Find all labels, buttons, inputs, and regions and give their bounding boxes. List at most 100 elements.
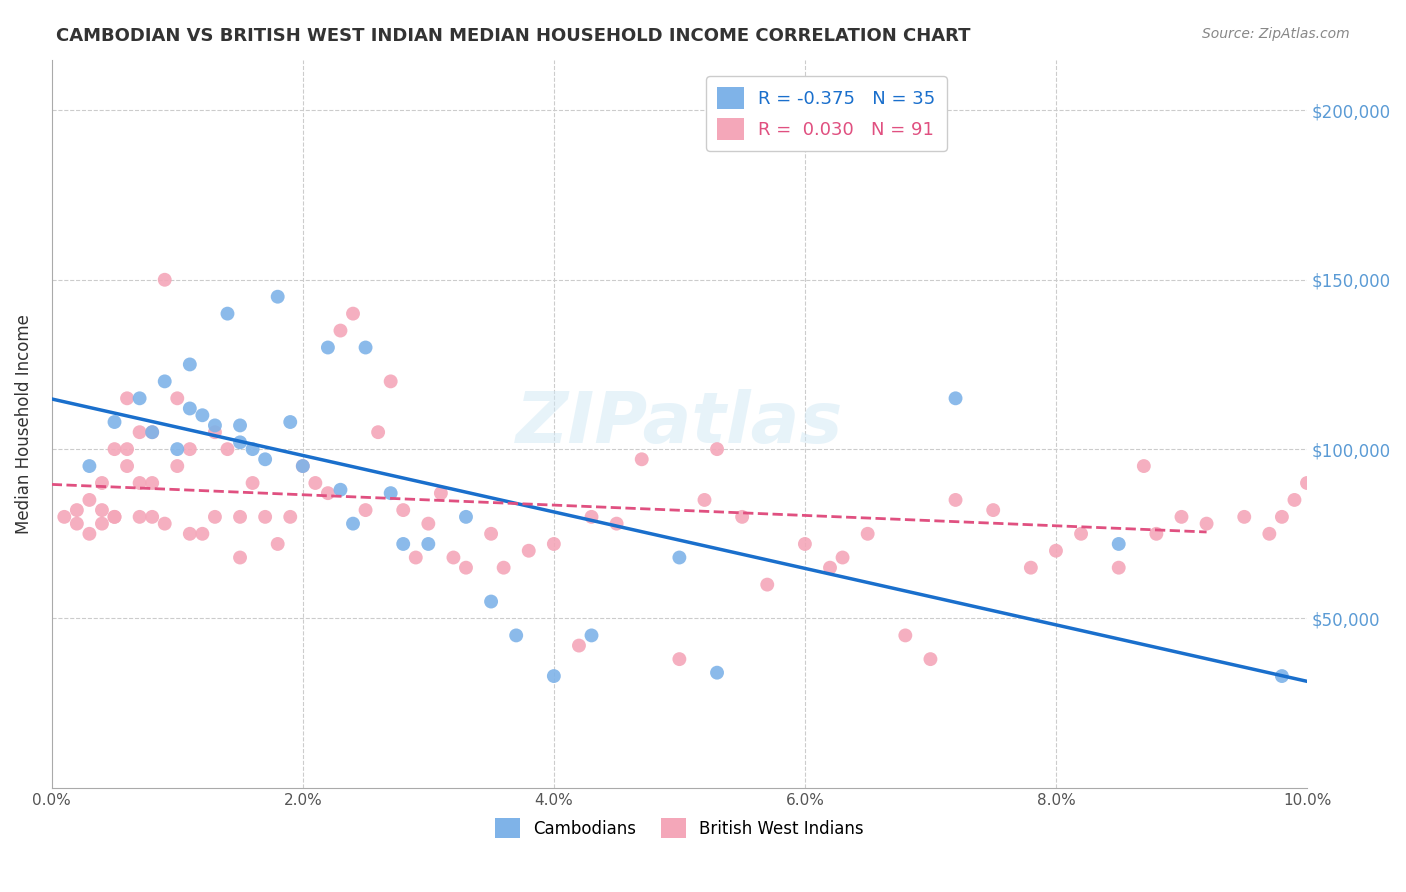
Point [1108,560,1130,574]
Point [581,628,603,642]
Point [793,537,815,551]
Point [543,537,565,551]
Point [1271,509,1294,524]
Point [91,475,114,490]
Point [392,503,415,517]
Point [128,392,150,406]
Point [254,509,277,524]
Point [1195,516,1218,531]
Point [1070,526,1092,541]
Point [630,452,652,467]
Point [380,375,402,389]
Point [229,418,252,433]
Point [115,458,138,473]
Point [115,392,138,406]
Point [153,516,176,531]
Point [1320,492,1343,507]
Point [380,486,402,500]
Point [831,550,853,565]
Point [53,509,76,524]
Point [430,486,453,500]
Point [581,509,603,524]
Point [1284,492,1306,507]
Point [1346,503,1368,517]
Point [818,560,841,574]
Point [242,442,264,457]
Point [179,401,201,416]
Point [254,452,277,467]
Point [316,486,339,500]
Point [304,475,326,490]
Point [103,509,125,524]
Point [1333,483,1355,497]
Point [920,652,942,666]
Point [115,442,138,457]
Point [454,560,477,574]
Point [229,435,252,450]
Point [1384,526,1406,541]
Point [1233,509,1256,524]
Point [217,307,239,321]
Point [454,509,477,524]
Legend: Cambodians, British West Indians: Cambodians, British West Indians [488,812,870,845]
Point [517,543,540,558]
Point [945,392,967,406]
Point [342,516,364,531]
Point [128,475,150,490]
Point [1258,526,1281,541]
Point [204,425,226,440]
Point [1133,458,1156,473]
Point [1396,509,1406,524]
Point [981,503,1004,517]
Point [91,503,114,517]
Point [342,307,364,321]
Point [166,392,188,406]
Point [706,442,728,457]
Point [568,639,591,653]
Point [267,290,290,304]
Point [179,526,201,541]
Point [278,415,301,429]
Point [405,550,427,565]
Point [278,509,301,524]
Point [103,509,125,524]
Point [166,442,188,457]
Point [1170,509,1192,524]
Point [693,492,716,507]
Point [267,537,290,551]
Text: ZIPatlas: ZIPatlas [516,389,844,458]
Point [79,526,101,541]
Y-axis label: Median Household Income: Median Household Income [15,314,32,533]
Point [1108,537,1130,551]
Point [418,516,440,531]
Point [103,442,125,457]
Point [128,509,150,524]
Point [242,475,264,490]
Point [166,458,188,473]
Point [91,516,114,531]
Point [894,628,917,642]
Point [1309,483,1331,497]
Point [668,652,690,666]
Point [1358,486,1381,500]
Point [418,537,440,551]
Point [191,526,214,541]
Point [291,458,314,473]
Point [479,526,502,541]
Point [1144,526,1167,541]
Point [505,628,527,642]
Point [291,458,314,473]
Point [217,442,239,457]
Point [229,509,252,524]
Point [492,560,515,574]
Point [329,483,352,497]
Point [191,409,214,423]
Text: Source: ZipAtlas.com: Source: ZipAtlas.com [1202,27,1350,41]
Point [128,425,150,440]
Point [392,537,415,551]
Point [668,550,690,565]
Point [204,418,226,433]
Point [1019,560,1042,574]
Point [141,509,163,524]
Point [354,341,377,355]
